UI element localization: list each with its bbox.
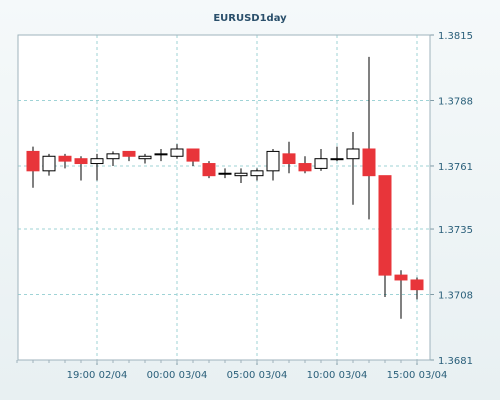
candle <box>58 153 72 169</box>
candle-body-up <box>170 148 184 157</box>
candle-body-up <box>154 153 168 156</box>
plot-area <box>18 35 430 360</box>
candle <box>90 153 104 181</box>
axes <box>16 34 434 365</box>
candles <box>26 56 424 319</box>
candle-body-up <box>314 158 328 169</box>
candle <box>170 144 184 159</box>
candle-body-down <box>394 274 408 281</box>
candle-body-down <box>122 150 136 157</box>
candle-body-down <box>202 163 216 177</box>
candle <box>202 161 216 179</box>
candle-body-up <box>106 153 120 160</box>
y-tick-labels: 1.3815 1.3788 1.3761 1.3735 1.3708 1.3681 <box>438 31 473 367</box>
candle <box>74 156 88 181</box>
x-tick-label: 05:00 03/04 <box>227 370 288 381</box>
candle-body-up <box>90 158 104 165</box>
candle-body-down <box>186 148 200 162</box>
y-tick-label: 1.3735 <box>438 225 473 236</box>
x-tick-label: 19:00 02/04 <box>67 370 128 381</box>
candle-body-down <box>378 175 392 276</box>
x-tick-labels: 19:00 02/04 00:00 03/04 05:00 03/04 10:00 0… <box>67 370 448 381</box>
candle-body-up <box>346 148 360 160</box>
candle <box>266 148 280 181</box>
candle-body-down <box>74 158 88 165</box>
y-tick-label: 1.3815 <box>438 31 473 42</box>
candle <box>346 132 360 205</box>
candle-body-up <box>218 172 232 175</box>
candle <box>250 168 264 181</box>
candle <box>106 151 120 166</box>
y-tick-label: 1.3708 <box>438 291 473 302</box>
candle <box>394 270 408 319</box>
candle <box>362 56 376 220</box>
y-tick-label: 1.3788 <box>438 96 473 107</box>
candle-body-up <box>234 172 248 177</box>
candle-body-down <box>298 163 312 172</box>
y-tick-label: 1.3681 <box>438 356 473 367</box>
candle <box>282 141 296 174</box>
candle <box>26 146 40 188</box>
plot-border <box>17 34 431 361</box>
candle-body-down <box>362 148 376 177</box>
candle-body-up <box>42 155 56 172</box>
candle-body-up <box>138 155 152 160</box>
x-tick-label: 15:00 03/04 <box>387 370 448 381</box>
candle <box>298 156 312 174</box>
candle <box>330 146 344 162</box>
candle <box>42 153 56 176</box>
candle <box>314 148 328 171</box>
candle-body-down <box>410 279 424 291</box>
candle <box>186 148 200 166</box>
candle <box>234 168 248 183</box>
x-tick-label: 00:00 03/04 <box>147 370 208 381</box>
candle <box>138 153 152 164</box>
chart-title: EURUSD1day <box>213 13 287 24</box>
candle-body-down <box>26 150 40 172</box>
candle <box>378 175 392 297</box>
candle-body-up <box>266 150 280 172</box>
candle <box>154 148 168 162</box>
candle-body-up <box>250 170 264 177</box>
candle-body-down <box>282 153 296 165</box>
candle-body-down <box>58 155 72 162</box>
x-tick-label: 10:00 03/04 <box>307 370 368 381</box>
candle <box>410 277 424 300</box>
y-tick-label: 1.3761 <box>438 162 473 173</box>
candle <box>122 150 136 162</box>
grid-lines <box>18 35 430 360</box>
candle-body-up <box>330 158 344 161</box>
candle <box>218 168 232 179</box>
